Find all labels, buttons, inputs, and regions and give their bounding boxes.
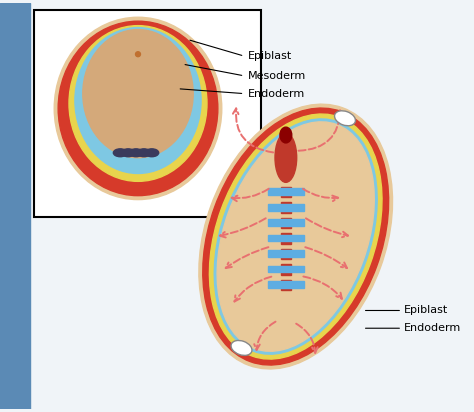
Bar xyxy=(281,248,291,260)
Ellipse shape xyxy=(203,108,389,365)
Bar xyxy=(35,10,261,217)
Text: Endoderm: Endoderm xyxy=(404,323,461,333)
Ellipse shape xyxy=(231,340,252,356)
Bar xyxy=(268,250,303,257)
Ellipse shape xyxy=(214,119,377,354)
Ellipse shape xyxy=(199,104,392,369)
Bar xyxy=(0,3,29,409)
FancyArrowPatch shape xyxy=(296,324,318,353)
Ellipse shape xyxy=(280,127,292,143)
FancyArrowPatch shape xyxy=(303,189,338,201)
FancyArrowPatch shape xyxy=(220,218,266,237)
Text: Epiblast: Epiblast xyxy=(404,305,448,316)
Bar xyxy=(281,233,291,244)
Ellipse shape xyxy=(121,149,135,157)
Text: Mesoderm: Mesoderm xyxy=(247,71,306,81)
Bar xyxy=(268,234,303,241)
Ellipse shape xyxy=(275,133,297,183)
Bar xyxy=(268,188,303,195)
Bar xyxy=(281,218,291,229)
FancyArrowPatch shape xyxy=(305,247,347,268)
FancyArrowPatch shape xyxy=(232,189,269,201)
FancyArrowPatch shape xyxy=(306,218,348,237)
Ellipse shape xyxy=(83,30,193,158)
Bar xyxy=(281,187,291,197)
Ellipse shape xyxy=(113,149,127,157)
Ellipse shape xyxy=(136,52,140,57)
Ellipse shape xyxy=(145,149,159,157)
Bar xyxy=(281,280,291,290)
FancyArrowPatch shape xyxy=(235,277,271,302)
Bar xyxy=(281,202,291,213)
Text: Epiblast: Epiblast xyxy=(247,51,292,61)
Ellipse shape xyxy=(210,114,382,359)
FancyArrowPatch shape xyxy=(299,110,343,151)
Ellipse shape xyxy=(203,108,389,365)
Bar xyxy=(268,266,303,272)
Bar xyxy=(268,204,303,211)
FancyArrowPatch shape xyxy=(254,322,275,350)
Ellipse shape xyxy=(129,149,143,157)
FancyArrowPatch shape xyxy=(226,247,268,268)
Ellipse shape xyxy=(54,17,222,199)
Bar xyxy=(281,264,291,275)
Ellipse shape xyxy=(217,122,374,351)
FancyArrowPatch shape xyxy=(233,108,273,152)
FancyArrowPatch shape xyxy=(303,276,342,299)
Ellipse shape xyxy=(58,21,218,196)
Ellipse shape xyxy=(69,26,207,181)
Ellipse shape xyxy=(137,149,151,157)
Ellipse shape xyxy=(220,124,372,349)
Bar xyxy=(268,219,303,226)
Bar xyxy=(268,281,303,288)
Ellipse shape xyxy=(75,28,201,173)
Ellipse shape xyxy=(335,111,356,126)
Text: Endoderm: Endoderm xyxy=(247,89,305,98)
